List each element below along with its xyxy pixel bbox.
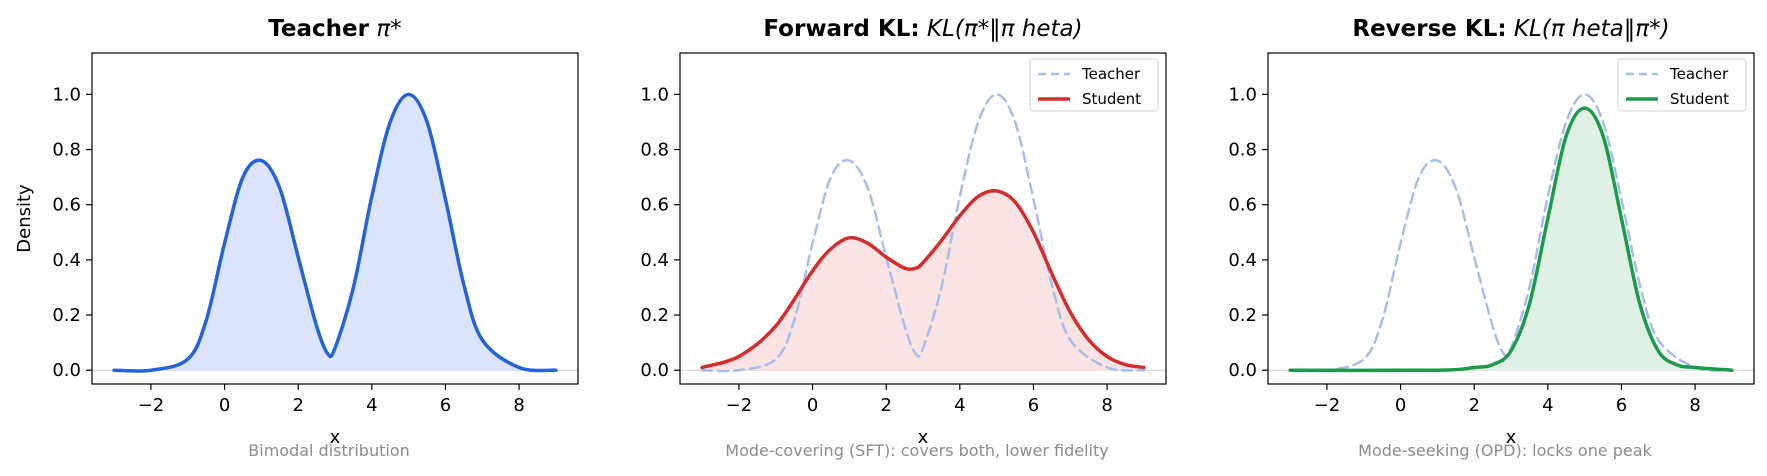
- y-tick-label: 0.6: [640, 195, 669, 216]
- axes-frame: [679, 52, 1167, 385]
- x-tick-label: 4: [366, 395, 377, 416]
- chart-title: Reverse KL: KL(π heta‖π*): [1352, 16, 1669, 42]
- axes-frame: [91, 52, 579, 385]
- y-tick-label: 0.8: [640, 140, 669, 161]
- plot-area: [1268, 93, 1754, 373]
- y-axis-label: Density: [14, 184, 35, 253]
- legend: Teacher Student: [1617, 58, 1747, 112]
- x-tick-label: 6: [1028, 395, 1039, 416]
- chart-caption: Bimodal distribution: [248, 441, 409, 460]
- chart-title-bold: Forward KL:: [763, 16, 919, 42]
- y-tick-label: 0.6: [1228, 195, 1257, 216]
- x-tick-label: 6: [1616, 395, 1627, 416]
- series-fill-student: [1290, 108, 1732, 371]
- series-line-student: [700, 188, 1146, 370]
- x-tick-label: 0: [219, 395, 230, 416]
- chart-title: Teacher π*: [268, 16, 401, 42]
- x-tick-label: 6: [440, 395, 451, 416]
- chart-title-math: KL(π heta‖π*): [1514, 16, 1670, 42]
- chart-title: Forward KL: KL(π*‖π heta): [763, 16, 1082, 42]
- x-axis-label: x: [918, 427, 929, 448]
- x-tick-label: 2: [292, 395, 303, 416]
- y-tick-label: 0.6: [52, 195, 81, 216]
- plot-area: [680, 93, 1166, 373]
- legend: Teacher Student: [1029, 58, 1159, 112]
- x-tick-label: −2: [726, 395, 753, 416]
- x-tick-label: −2: [1314, 395, 1341, 416]
- x-tick-label: 8: [1101, 395, 1112, 416]
- y-tick-label: 1.0: [640, 84, 669, 105]
- y-tick-label: 0.0: [52, 360, 81, 381]
- y-tick-label: 0.8: [1228, 140, 1257, 161]
- y-tick-label: 0.4: [52, 250, 81, 271]
- legend-label-student: Student: [1670, 90, 1729, 108]
- y-tick-label: 0.0: [640, 360, 669, 381]
- series-line-teacher: [112, 92, 558, 373]
- panel-forward-kl: −2 0 2 4 6 8 0.0 0.2 0.4 0.6 0.8 1.0 Forward KL: KL(…: [640, 16, 1167, 460]
- y-tick-label: 1.0: [52, 84, 81, 105]
- plot-area: [92, 92, 578, 373]
- x-tick-label: 8: [513, 395, 524, 416]
- x-tick-label: 2: [1468, 395, 1479, 416]
- chart-title-math: π*: [376, 16, 401, 42]
- x-axis-label: x: [330, 427, 341, 448]
- legend-label-teacher: Teacher: [1081, 65, 1141, 83]
- x-tick-label: 4: [954, 395, 965, 416]
- legend-label-student: Student: [1082, 90, 1141, 108]
- x-tick-label: 0: [807, 395, 818, 416]
- series-fill-teacher: [114, 94, 556, 372]
- y-tick-label: 0.2: [52, 305, 81, 326]
- y-tick-label: 0.4: [640, 250, 669, 271]
- chart-caption: Mode-seeking (OPD): locks one peak: [1358, 441, 1652, 460]
- chart-title-bold: Teacher: [268, 16, 369, 42]
- legend-label-teacher: Teacher: [1669, 65, 1729, 83]
- panel-reverse-kl: −2 0 2 4 6 8 0.0 0.2 0.4 0.6 0.8 1.0 Reverse KL: KL(…: [1228, 16, 1755, 460]
- y-tick-label: 0.4: [1228, 250, 1257, 271]
- panel-teacher: −2 0 2 4 6 8 0.0 0.2 0.4 0.6 0.8 1.0 Teacher π* x Dens…: [14, 16, 579, 460]
- x-tick-label: 4: [1542, 395, 1553, 416]
- x-tick-label: 2: [880, 395, 891, 416]
- series-line-student: [1288, 106, 1734, 373]
- x-axis-label: x: [1506, 427, 1517, 448]
- x-tick-label: 8: [1689, 395, 1700, 416]
- series-line-teacher: [700, 93, 1146, 373]
- y-tick-label: 0.2: [640, 305, 669, 326]
- y-tick-label: 1.0: [1228, 84, 1257, 105]
- chart-caption: Mode-covering (SFT): covers both, lower …: [725, 441, 1108, 460]
- series-fill-student: [702, 190, 1144, 371]
- y-tick-label: 0.2: [1228, 305, 1257, 326]
- x-tick-label: 0: [1395, 395, 1406, 416]
- axes-frame: [1267, 52, 1755, 385]
- chart-title-bold: Reverse KL:: [1352, 16, 1506, 42]
- y-tick-label: 0.0: [1228, 360, 1257, 381]
- y-tick-label: 0.8: [52, 140, 81, 161]
- series-line-teacher: [1288, 93, 1734, 373]
- chart-title-math: KL(π*‖π heta): [927, 16, 1083, 42]
- x-tick-label: −2: [138, 395, 165, 416]
